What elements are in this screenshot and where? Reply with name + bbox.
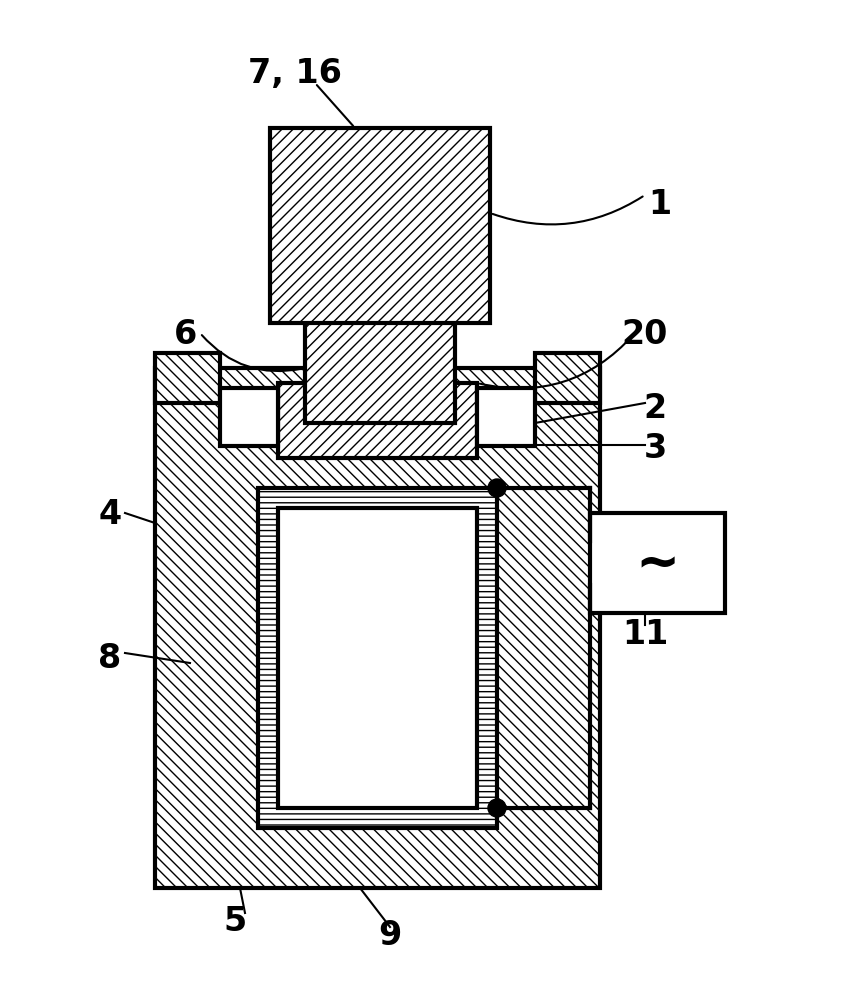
Bar [270, 128, 490, 324]
Text: ~: ~ [636, 538, 679, 590]
Text: 2: 2 [643, 392, 667, 425]
Text: 5: 5 [223, 905, 247, 938]
Text: 20: 20 [622, 317, 668, 350]
Bar [278, 383, 477, 458]
Circle shape [488, 799, 506, 817]
Text: 11: 11 [622, 617, 668, 650]
Bar [220, 388, 278, 446]
Bar [477, 388, 535, 446]
Text: 6: 6 [174, 317, 196, 350]
Bar [535, 354, 600, 403]
Text: 1: 1 [648, 188, 672, 221]
Text: 8: 8 [99, 642, 121, 675]
Bar [258, 488, 497, 828]
Bar [590, 514, 725, 614]
Bar [155, 354, 220, 403]
Bar [155, 369, 600, 888]
Text: 7, 16: 7, 16 [248, 57, 342, 90]
Text: 3: 3 [643, 432, 667, 465]
Bar [305, 319, 455, 423]
Text: 4: 4 [99, 497, 121, 530]
Text: 9: 9 [379, 919, 401, 952]
Bar [278, 509, 477, 808]
Circle shape [488, 479, 506, 497]
